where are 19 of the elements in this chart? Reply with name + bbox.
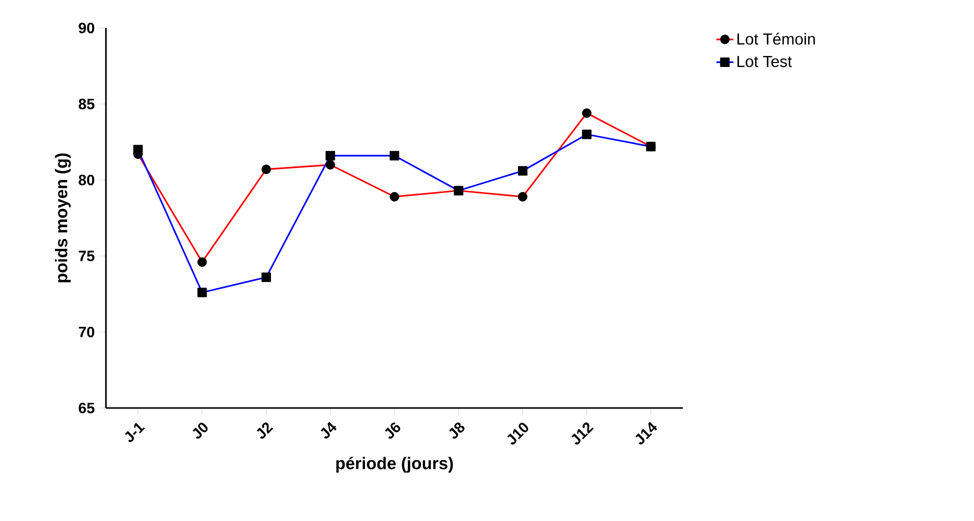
x-tick-label: J8 <box>449 422 464 439</box>
y-tick-label: 80 <box>78 174 94 186</box>
y-tick-label: 75 <box>78 250 94 262</box>
legend-label: Lot Témoin <box>737 32 815 45</box>
x-tick-label: J0 <box>192 422 208 439</box>
x-axis-title: période (jours) <box>336 456 453 473</box>
x-tick-label: J2 <box>256 422 274 439</box>
y-tick-label: 90 <box>78 22 94 34</box>
x-tick-label: J10 <box>507 422 528 444</box>
legend-label: Lot Test <box>737 56 792 68</box>
y-tick-label: 65 <box>78 402 94 414</box>
x-tick-label: J6 <box>384 422 400 439</box>
x-tick-label: J14 <box>635 422 658 444</box>
y-axis-title: poids moyen (g) <box>54 153 71 282</box>
x-tick-label: J4 <box>320 422 337 439</box>
y-tick-label: 70 <box>78 326 94 338</box>
y-tick-label: 85 <box>78 98 94 110</box>
x-tick-label: J-1 <box>124 422 145 442</box>
x-tick-label: J12 <box>571 422 594 444</box>
